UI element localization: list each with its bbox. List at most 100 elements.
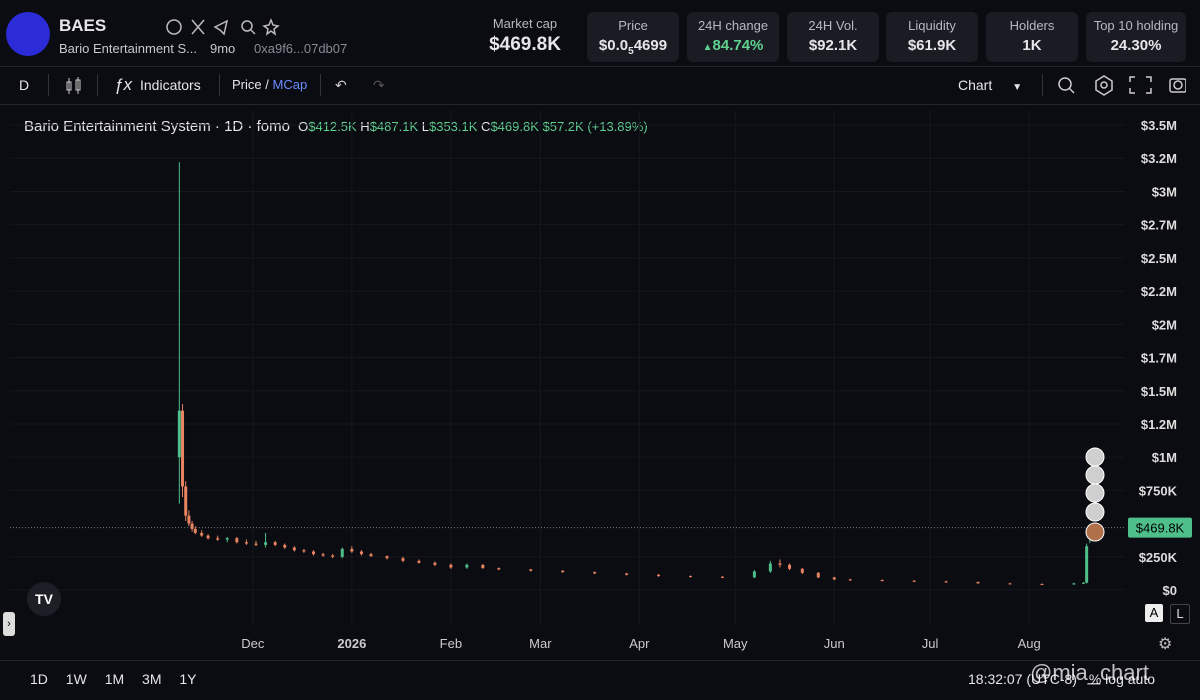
candle-body: [625, 573, 629, 575]
candle-body: [340, 548, 344, 557]
log-button[interactable]: log: [1105, 671, 1124, 687]
o-label: O: [298, 119, 309, 134]
candle-body: [1085, 546, 1089, 583]
stat-box: Price $0.054699: [587, 12, 679, 62]
candle-body: [359, 551, 363, 555]
token-symbol: BAES: [59, 16, 107, 35]
candle-body: [832, 577, 836, 580]
candle-body: [800, 568, 804, 573]
price-mcap-toggle[interactable]: Price / MCap: [232, 77, 307, 92]
candle-body: [292, 547, 296, 551]
stat-value: 1K: [1022, 37, 1042, 54]
candle-body: [497, 568, 501, 570]
y-tick-label: $1M: [1152, 450, 1177, 465]
divider: [0, 104, 1200, 105]
o-value: $412.5K: [308, 119, 357, 134]
price-digits: 4699: [633, 37, 668, 54]
icons: [166, 17, 280, 36]
candle-body: [752, 571, 756, 578]
price-prefix: $0.0: [598, 37, 629, 54]
interval-button[interactable]: D: [19, 77, 30, 93]
l-label: L: [421, 119, 429, 134]
candle-body: [944, 581, 948, 583]
candle-body: [433, 562, 437, 565]
redo-button[interactable]: ↷: [373, 77, 385, 93]
candle-body: [302, 550, 306, 552]
slash: /: [265, 77, 269, 92]
scale-l-button[interactable]: L: [1170, 604, 1190, 624]
stat-value: $469.8K: [489, 34, 561, 55]
candle-body: [244, 542, 248, 544]
candle-body: [561, 570, 565, 573]
y-tick-label: $3.5M: [1141, 118, 1177, 133]
candle-body: [880, 580, 884, 582]
candle-body: [778, 563, 782, 565]
candle-body: [181, 410, 185, 487]
token-address[interactable]: 0xa9f6...07db07: [254, 41, 348, 56]
candle-body: [225, 538, 229, 540]
y-tick-label: $1.5M: [1141, 384, 1177, 399]
y-tick-label: $2.2M: [1141, 284, 1177, 299]
y-tick-label: $1.7M: [1141, 351, 1177, 366]
chart-menu[interactable]: Chart ▼: [958, 77, 1023, 93]
stat-box: Liquidity $61.9K: [886, 12, 978, 62]
stat-box: 24H Vol. $92.1K: [787, 12, 879, 62]
x-tick-label: 2026: [337, 636, 366, 651]
range-button[interactable]: 1M: [104, 671, 125, 687]
c-label: C: [481, 119, 491, 134]
token-avatar[interactable]: [6, 12, 50, 56]
candle-body: [216, 538, 220, 540]
candle-body: [254, 543, 258, 545]
candle-type-button[interactable]: [64, 77, 84, 95]
stat-value: 24.30%: [1110, 37, 1162, 54]
y-tick-label: $0: [1163, 583, 1177, 598]
scale-a-button[interactable]: A: [1145, 604, 1163, 622]
range-buttons: 1D 1W 1M 3M 1Y: [30, 671, 197, 687]
x-tick-label: Jun: [824, 636, 845, 651]
candle-body: [350, 548, 354, 552]
y-tick-label: $750K: [1139, 483, 1178, 498]
candle-body: [177, 410, 181, 458]
divider: [0, 66, 1200, 67]
settings-button[interactable]: ⚙: [1158, 636, 1173, 653]
candle-body: [1081, 582, 1085, 584]
icon: [66, 77, 81, 94]
separator: [48, 74, 49, 96]
candle-body: [385, 556, 389, 559]
auto-button[interactable]: auto: [1127, 671, 1155, 687]
stat-value: ▲84.74%: [702, 37, 764, 54]
fx-icon: ƒx: [114, 75, 132, 94]
mcap-option: MCap: [272, 77, 308, 92]
candle-body: [689, 576, 693, 578]
holder-avatar: [1085, 447, 1105, 467]
candle-body: [788, 564, 792, 569]
change-value: $57.2K (+13.89%): [542, 119, 648, 134]
sidebar-toggle[interactable]: ›: [3, 612, 15, 636]
candle-body: [187, 515, 191, 524]
h-label: H: [360, 119, 370, 134]
stat-value: $61.9K: [907, 37, 957, 54]
tv-logo[interactable]: TV: [27, 582, 61, 616]
holder-avatar: [1085, 502, 1105, 522]
candle-body: [200, 532, 204, 536]
candle-body: [768, 563, 772, 572]
divider: [0, 660, 1200, 661]
clock: 18:32:07 (UTC-8): [968, 671, 1077, 687]
indicators-button[interactable]: Indicators: [140, 77, 201, 93]
range-button[interactable]: 1W: [65, 671, 87, 687]
x-tick-label: Jul: [922, 636, 939, 651]
range-button[interactable]: 1D: [30, 671, 48, 687]
candle-body: [1072, 583, 1076, 585]
candle-body: [331, 555, 335, 557]
undo-button[interactable]: ↶: [335, 77, 347, 93]
social-icons[interactable]: [165, 17, 285, 37]
candle-body: [1008, 583, 1012, 585]
range-button[interactable]: 3M: [142, 671, 162, 687]
range-button[interactable]: 1Y: [179, 671, 197, 687]
percent-button[interactable]: %: [1088, 671, 1102, 687]
candle-body: [720, 576, 724, 578]
y-tick-label: $250K: [1139, 550, 1178, 565]
stat-label: Market cap: [492, 16, 558, 31]
stat-label: Liquidity: [908, 18, 956, 33]
y-tick-label: $2.7M: [1141, 218, 1177, 233]
